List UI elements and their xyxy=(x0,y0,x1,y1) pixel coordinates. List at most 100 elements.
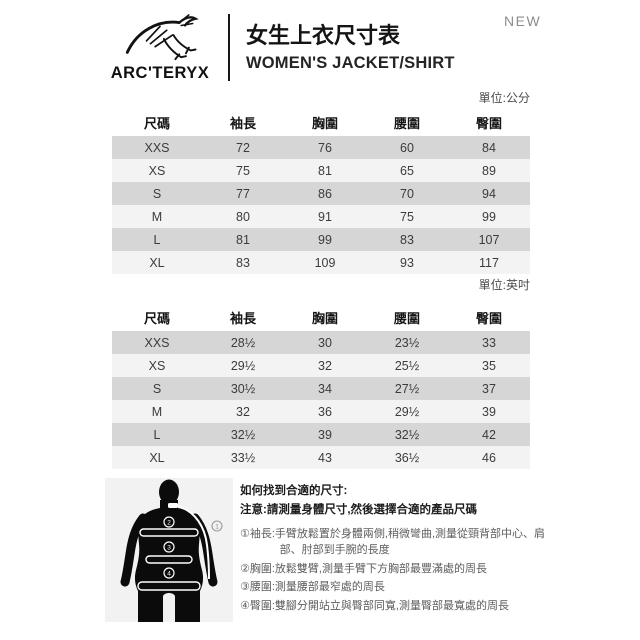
table-cell: 117 xyxy=(479,255,499,270)
table-cell: S xyxy=(152,186,162,201)
table-row: S 77 86 70 94 xyxy=(112,182,530,205)
table-cell: 89 xyxy=(482,163,496,178)
table-row: L 32½ 39 32½ 42 xyxy=(112,423,530,446)
header-row: 尺碼 袖長 胸圍 腰圍 臀圍 xyxy=(112,304,530,331)
table-cell: 35 xyxy=(482,358,496,373)
table-row: XL 33½ 43 36½ 46 xyxy=(112,446,530,469)
title-block: 女生上衣尺寸表 WOMEN'S JACKET/SHIRT xyxy=(246,10,455,83)
table-cell: 30½ xyxy=(230,381,256,396)
header: ARC'TERYX 女生上衣尺寸表 WOMEN'S JACKET/SHIRT xyxy=(110,10,455,83)
chest-measure-band xyxy=(139,528,199,537)
table-cell: L xyxy=(153,427,161,442)
table-row: L 81 99 83 107 xyxy=(112,228,530,251)
table-row: M 32 36 29½ 39 xyxy=(112,400,530,423)
table-cell: 83 xyxy=(236,255,250,270)
column-header: 尺碼 xyxy=(112,109,202,136)
column-header: 袖長 xyxy=(202,109,284,136)
table-cell: 42 xyxy=(482,427,496,442)
measure-instruction: ②胸圍:放鬆雙臂,測量手臂下方胸部最豐滿處的周長 xyxy=(240,562,487,575)
table-cell: M xyxy=(151,404,163,419)
table-cell: 32½ xyxy=(394,427,420,442)
table-cell: XL xyxy=(149,450,165,465)
column-header: 臀圍 xyxy=(448,109,530,136)
table-cell: 76 xyxy=(318,140,332,155)
marker-4-label: 4 xyxy=(167,570,171,577)
marker-2-circle xyxy=(163,516,175,528)
table-header-row: 尺碼 袖長 胸圍 腰圍 臀圍 xyxy=(112,109,530,136)
table-cell: 93 xyxy=(400,255,414,270)
column-header: 腰圍 xyxy=(366,304,448,331)
table-cell: 91 xyxy=(318,209,332,224)
table-cell: 75 xyxy=(400,209,414,224)
new-badge: NEW xyxy=(504,13,542,29)
measure-guide: 如何找到合適的尺寸: 注意:請測量身體尺寸,然後選擇合適的產品尺碼 ①袖長:手臂… xyxy=(240,483,560,617)
table-row: S 30½ 34 27½ 37 xyxy=(112,377,530,400)
waist-measure-band xyxy=(145,555,193,564)
column-header: 胸圍 xyxy=(284,304,366,331)
table-cell: 39 xyxy=(482,404,496,419)
table-cell: 99 xyxy=(318,232,332,247)
table-cell: 33 xyxy=(482,335,496,350)
table-cell: 23½ xyxy=(394,335,420,350)
table-cell: 77 xyxy=(236,186,250,201)
unit-label-cm: 單位:公分 xyxy=(478,91,530,105)
table-cell: 32 xyxy=(236,404,250,419)
marker-3-label: 3 xyxy=(167,544,171,551)
table-cell: 29½ xyxy=(394,404,420,419)
table-cell: S xyxy=(152,381,162,396)
header-divider xyxy=(228,14,230,81)
table-cell: XXS xyxy=(144,335,170,350)
guide-heading: 如何找到合適的尺寸: xyxy=(240,485,348,497)
measure-instruction: ④臀圍:雙腳分開站立與臀部同寬,測量臀部最寬處的周長 xyxy=(240,599,509,612)
page-title-en: WOMEN'S JACKET/SHIRT xyxy=(246,53,455,72)
marker-3-circle xyxy=(163,541,175,553)
marker-1-circle xyxy=(211,520,223,532)
column-header: 腰圍 xyxy=(366,109,448,136)
table-cell: M xyxy=(151,209,163,224)
body-figure: 1 2 3 4 xyxy=(105,478,233,622)
brand-wordmark: ARC'TERYX xyxy=(110,64,210,82)
table-row: XXS 28½ 30 23½ 33 xyxy=(112,331,530,354)
guide-items: ①袖長:手臂放鬆置於身體兩側,稍微彎曲,測量從頸背部中心、肩部、肘部到手腕的長度… xyxy=(240,527,560,614)
table-row: XL 83 109 93 117 xyxy=(112,251,530,274)
page-title-zh: 女生上衣尺寸表 xyxy=(246,23,401,48)
table-cell: 25½ xyxy=(394,358,420,373)
table-cell: 28½ xyxy=(230,335,256,350)
table-cell: 81 xyxy=(236,232,250,247)
column-header: 臀圍 xyxy=(448,304,530,331)
table-cell: 75 xyxy=(236,163,250,178)
table-cell: 70 xyxy=(400,186,414,201)
table-cell: 80 xyxy=(236,209,250,224)
table-cell: 83 xyxy=(400,232,414,247)
table-cell: 27½ xyxy=(394,381,420,396)
table-cell: 81 xyxy=(318,163,332,178)
neck-start-marker xyxy=(168,503,178,508)
table-cell: 84 xyxy=(482,140,496,155)
table-cell: 39 xyxy=(318,427,332,442)
size-table-cm: 尺碼 袖長 胸圍 腰圍 臀圍 XXS 72 76 60 84 XS 75 81 65 89 S 77 86 70 9… xyxy=(112,109,530,274)
column-header: 尺碼 xyxy=(112,304,202,331)
table-cell: 30 xyxy=(318,335,332,350)
table-cell: 46 xyxy=(482,450,496,465)
table-cell: 94 xyxy=(482,186,496,201)
hip-measure-band xyxy=(137,581,201,591)
table-row: XS 29½ 32 25½ 35 xyxy=(112,354,530,377)
table-cell: XL xyxy=(149,255,165,270)
size-table-inch: 尺碼 袖長 胸圍 腰圍 臀圍 XXS 28½ 30 23½ 33 XS 29½ 32 25½ 35 S 30½… xyxy=(112,304,530,469)
body-silhouette-illustration: 1 2 3 4 xyxy=(120,479,223,622)
table-cell: 36 xyxy=(318,404,332,419)
table-cell: 60 xyxy=(400,140,414,155)
table-cell: 109 xyxy=(314,255,336,270)
table-cell: 32 xyxy=(318,358,332,373)
sleeve-measure-line xyxy=(176,505,210,580)
table-cell: XXS xyxy=(144,140,170,155)
table-cell: 99 xyxy=(482,209,496,224)
table-cell: 86 xyxy=(318,186,332,201)
table-cell: XS xyxy=(148,163,166,178)
marker-4-circle xyxy=(163,567,175,579)
table-cell: 34 xyxy=(318,381,332,396)
table-cell: 65 xyxy=(400,163,414,178)
table-cell: 33½ xyxy=(230,450,256,465)
marker-1-label: 1 xyxy=(215,523,219,530)
